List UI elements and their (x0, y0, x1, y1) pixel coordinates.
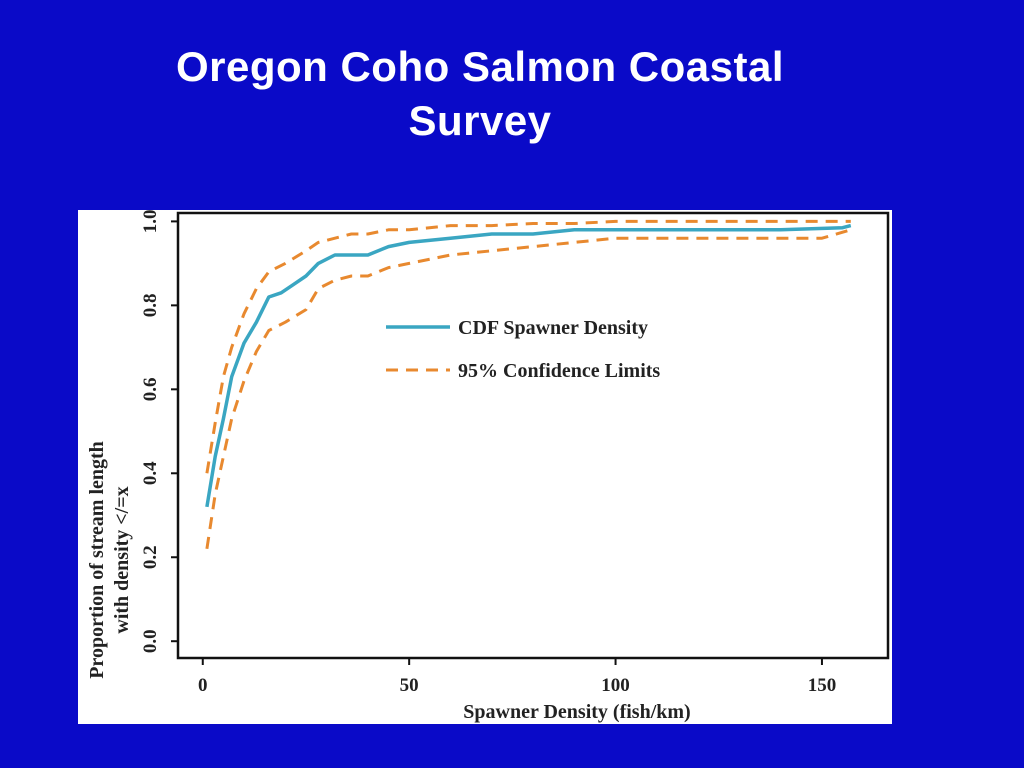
y-tick-label: 0.8 (140, 293, 161, 317)
slide-title-line-1: Oregon Coho Salmon Coastal (175, 43, 785, 90)
x-tick-label: 100 (601, 675, 630, 696)
slide-title-line-2: Survey (408, 97, 552, 144)
y-axis-label-line-2: with density </=x (111, 486, 133, 633)
x-tick-label: 50 (400, 675, 419, 696)
y-tick-label: 0.2 (140, 545, 161, 569)
x-axis-label: Spawner Density (fish/km) (463, 701, 690, 723)
plot-frame (176, 211, 890, 660)
x-tick-label: 150 (808, 675, 837, 696)
y-tick-label: 0.6 (140, 377, 161, 401)
legend-label: CDF Spawner Density (458, 317, 648, 339)
x-tick-label: 0 (198, 675, 208, 696)
cdf-line (205, 223, 852, 508)
slide-title: Oregon Coho Salmon Coastal Survey (0, 40, 960, 148)
ci-lower-line (205, 228, 852, 550)
chart-panel: 0 50 100 150 0.0 0.2 0.4 0.6 0.8 1.0 CDF Spawner … (78, 210, 892, 724)
cdf-chart: 0 50 100 150 0.0 0.2 0.4 0.6 0.8 1.0 CDF Spawner … (86, 210, 890, 723)
y-axis-label-line-1: Proportion of stream length (86, 441, 108, 679)
y-tick-label: 0.4 (140, 461, 161, 485)
legend-label: 95% Confidence Limits (458, 360, 660, 382)
y-tick-label: 0.0 (140, 629, 161, 653)
ci-upper-line (205, 219, 851, 474)
y-tick-label: 1.0 (140, 210, 161, 233)
